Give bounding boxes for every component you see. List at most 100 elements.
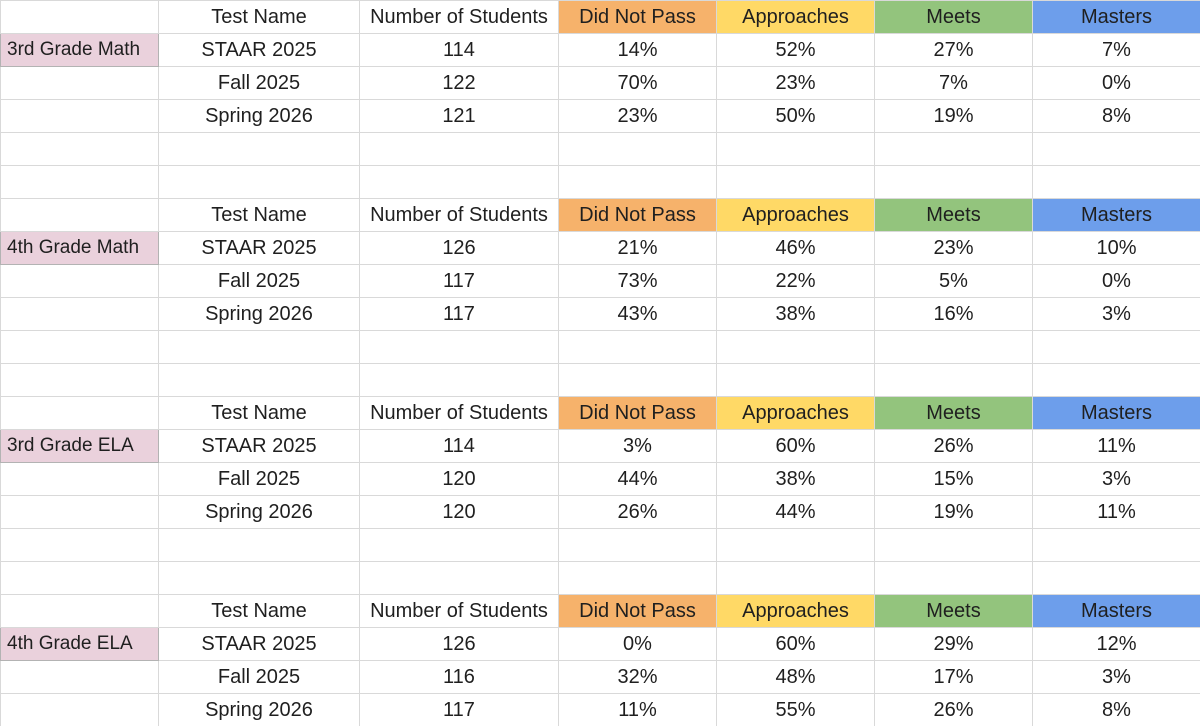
masters-cell[interactable]: 3% bbox=[1032, 297, 1200, 331]
did-not-pass-cell[interactable]: 23% bbox=[558, 99, 717, 133]
cell[interactable] bbox=[874, 330, 1033, 364]
header-number-of-students[interactable]: Number of Students bbox=[359, 594, 559, 628]
cell[interactable] bbox=[0, 594, 159, 628]
did-not-pass-cell[interactable]: 32% bbox=[558, 660, 717, 694]
cell[interactable] bbox=[359, 363, 559, 397]
meets-cell[interactable]: 26% bbox=[874, 429, 1033, 463]
header-did-not-pass[interactable]: Did Not Pass bbox=[558, 198, 717, 232]
header-number-of-students[interactable]: Number of Students bbox=[359, 0, 559, 34]
test-name-cell[interactable]: STAAR 2025 bbox=[158, 33, 360, 67]
header-did-not-pass[interactable]: Did Not Pass bbox=[558, 0, 717, 34]
cell[interactable] bbox=[158, 528, 360, 562]
cell[interactable] bbox=[1032, 363, 1200, 397]
approaches-cell[interactable]: 23% bbox=[716, 66, 875, 100]
header-approaches[interactable]: Approaches bbox=[716, 396, 875, 430]
cell[interactable] bbox=[558, 528, 717, 562]
cell[interactable] bbox=[558, 561, 717, 595]
header-approaches[interactable]: Approaches bbox=[716, 594, 875, 628]
test-name-cell[interactable]: Fall 2025 bbox=[158, 66, 360, 100]
header-did-not-pass[interactable]: Did Not Pass bbox=[558, 594, 717, 628]
students-cell[interactable]: 117 bbox=[359, 297, 559, 331]
header-test-name[interactable]: Test Name bbox=[158, 594, 360, 628]
cell[interactable] bbox=[0, 66, 159, 100]
did-not-pass-cell[interactable]: 43% bbox=[558, 297, 717, 331]
students-cell[interactable]: 120 bbox=[359, 495, 559, 529]
header-meets[interactable]: Meets bbox=[874, 594, 1033, 628]
approaches-cell[interactable]: 60% bbox=[716, 429, 875, 463]
test-name-cell[interactable]: Fall 2025 bbox=[158, 462, 360, 496]
meets-cell[interactable]: 5% bbox=[874, 264, 1033, 298]
cell[interactable] bbox=[716, 132, 875, 166]
header-test-name[interactable]: Test Name bbox=[158, 198, 360, 232]
masters-cell[interactable]: 3% bbox=[1032, 462, 1200, 496]
test-name-cell[interactable]: STAAR 2025 bbox=[158, 429, 360, 463]
test-name-cell[interactable]: STAAR 2025 bbox=[158, 627, 360, 661]
meets-cell[interactable]: 23% bbox=[874, 231, 1033, 265]
approaches-cell[interactable]: 38% bbox=[716, 462, 875, 496]
masters-cell[interactable]: 8% bbox=[1032, 99, 1200, 133]
test-name-cell[interactable]: Fall 2025 bbox=[158, 264, 360, 298]
masters-cell[interactable]: 12% bbox=[1032, 627, 1200, 661]
test-name-cell[interactable]: Spring 2026 bbox=[158, 495, 360, 529]
cell[interactable] bbox=[1032, 165, 1200, 199]
meets-cell[interactable]: 19% bbox=[874, 495, 1033, 529]
cell[interactable] bbox=[158, 363, 360, 397]
header-masters[interactable]: Masters bbox=[1032, 594, 1200, 628]
header-approaches[interactable]: Approaches bbox=[716, 198, 875, 232]
masters-cell[interactable]: 0% bbox=[1032, 66, 1200, 100]
test-name-cell[interactable]: Spring 2026 bbox=[158, 297, 360, 331]
meets-cell[interactable]: 29% bbox=[874, 627, 1033, 661]
cell[interactable] bbox=[874, 363, 1033, 397]
test-name-cell[interactable]: Spring 2026 bbox=[158, 99, 360, 133]
cell[interactable] bbox=[558, 330, 717, 364]
cell[interactable] bbox=[0, 165, 159, 199]
masters-cell[interactable]: 11% bbox=[1032, 429, 1200, 463]
cell[interactable] bbox=[1032, 561, 1200, 595]
approaches-cell[interactable]: 60% bbox=[716, 627, 875, 661]
did-not-pass-cell[interactable]: 44% bbox=[558, 462, 717, 496]
cell[interactable] bbox=[359, 165, 559, 199]
did-not-pass-cell[interactable]: 3% bbox=[558, 429, 717, 463]
header-masters[interactable]: Masters bbox=[1032, 396, 1200, 430]
cell[interactable] bbox=[0, 0, 159, 34]
header-test-name[interactable]: Test Name bbox=[158, 0, 360, 34]
cell[interactable] bbox=[716, 330, 875, 364]
header-meets[interactable]: Meets bbox=[874, 198, 1033, 232]
masters-cell[interactable]: 7% bbox=[1032, 33, 1200, 67]
students-cell[interactable]: 114 bbox=[359, 429, 559, 463]
approaches-cell[interactable]: 22% bbox=[716, 264, 875, 298]
cell[interactable] bbox=[158, 132, 360, 166]
cell[interactable] bbox=[558, 363, 717, 397]
did-not-pass-cell[interactable]: 0% bbox=[558, 627, 717, 661]
approaches-cell[interactable]: 46% bbox=[716, 231, 875, 265]
masters-cell[interactable]: 10% bbox=[1032, 231, 1200, 265]
cell[interactable] bbox=[0, 297, 159, 331]
cell[interactable] bbox=[0, 462, 159, 496]
cell[interactable] bbox=[0, 660, 159, 694]
meets-cell[interactable]: 19% bbox=[874, 99, 1033, 133]
masters-cell[interactable]: 8% bbox=[1032, 693, 1200, 726]
cell[interactable] bbox=[158, 561, 360, 595]
approaches-cell[interactable]: 44% bbox=[716, 495, 875, 529]
cell[interactable] bbox=[0, 198, 159, 232]
header-meets[interactable]: Meets bbox=[874, 0, 1033, 34]
header-approaches[interactable]: Approaches bbox=[716, 0, 875, 34]
header-test-name[interactable]: Test Name bbox=[158, 396, 360, 430]
cell[interactable] bbox=[0, 363, 159, 397]
did-not-pass-cell[interactable]: 73% bbox=[558, 264, 717, 298]
meets-cell[interactable]: 17% bbox=[874, 660, 1033, 694]
header-masters[interactable]: Masters bbox=[1032, 0, 1200, 34]
cell[interactable] bbox=[0, 528, 159, 562]
cell[interactable] bbox=[0, 495, 159, 529]
cell[interactable] bbox=[1032, 132, 1200, 166]
meets-cell[interactable]: 16% bbox=[874, 297, 1033, 331]
meets-cell[interactable]: 7% bbox=[874, 66, 1033, 100]
cell[interactable] bbox=[359, 330, 559, 364]
meets-cell[interactable]: 27% bbox=[874, 33, 1033, 67]
students-cell[interactable]: 126 bbox=[359, 231, 559, 265]
students-cell[interactable]: 117 bbox=[359, 264, 559, 298]
approaches-cell[interactable]: 50% bbox=[716, 99, 875, 133]
header-number-of-students[interactable]: Number of Students bbox=[359, 198, 559, 232]
header-number-of-students[interactable]: Number of Students bbox=[359, 396, 559, 430]
meets-cell[interactable]: 26% bbox=[874, 693, 1033, 726]
